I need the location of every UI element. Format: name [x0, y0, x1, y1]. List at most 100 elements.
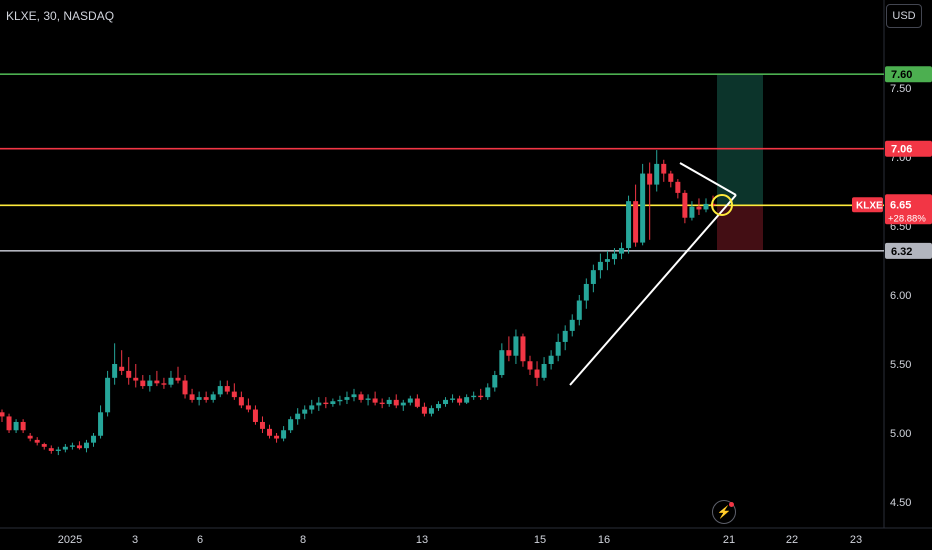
- candle-body: [119, 366, 125, 371]
- candle-body: [478, 395, 484, 398]
- y-tick-label: 5.50: [890, 359, 911, 371]
- candle-body: [428, 408, 434, 414]
- x-tick-label: 21: [723, 534, 735, 546]
- candle-body: [288, 419, 294, 431]
- candle-body: [344, 397, 350, 400]
- candle-body: [661, 163, 667, 174]
- symbol-tag-bg: [852, 197, 883, 213]
- profit-zone: [717, 74, 763, 206]
- candle-body: [435, 404, 441, 409]
- candle-body: [611, 253, 617, 260]
- y-tick-label: 4.50: [890, 497, 911, 509]
- candle-body: [386, 399, 392, 405]
- candle-body: [133, 377, 139, 381]
- falling-trendline: [679, 162, 737, 196]
- candle-body: [76, 445, 82, 449]
- candle-body: [654, 163, 660, 185]
- candle-body: [252, 409, 258, 422]
- price-tag-label: 7.60: [891, 69, 912, 81]
- x-tick-label: 13: [416, 534, 428, 546]
- candle-body: [217, 386, 223, 395]
- candle-body: [597, 261, 603, 271]
- candle-body: [421, 406, 427, 414]
- candle-body: [492, 375, 498, 388]
- candle-body: [189, 394, 195, 400]
- candle-body: [351, 394, 357, 398]
- candle-body: [675, 181, 681, 193]
- candle-body: [407, 398, 413, 403]
- candle-body: [161, 383, 167, 385]
- candle-body: [126, 370, 132, 378]
- candle-body: [224, 386, 230, 392]
- x-tick-label: 2025: [58, 534, 82, 546]
- candle-body: [245, 405, 251, 410]
- candle-body: [34, 439, 40, 443]
- y-tick-label: 6.00: [890, 290, 911, 302]
- current-price-tag-bg: [885, 194, 932, 225]
- candle-body: [619, 248, 625, 254]
- candle-body: [464, 397, 470, 403]
- candle-body: [281, 430, 287, 439]
- candle-body: [154, 380, 160, 384]
- candle-body: [105, 377, 111, 413]
- candle-body: [210, 394, 216, 400]
- candle-body: [450, 398, 456, 400]
- candle-body: [140, 380, 146, 387]
- candle-body: [703, 203, 709, 210]
- candle-body: [513, 336, 519, 356]
- candle-body: [20, 421, 26, 431]
- candle-body: [302, 409, 308, 414]
- rising-trendline: [569, 194, 737, 386]
- candle-body: [499, 350, 505, 376]
- candle-body: [91, 435, 97, 443]
- candle-body: [520, 336, 526, 362]
- x-tick-label: 16: [598, 534, 610, 546]
- candle-body: [548, 355, 554, 364]
- candle-body: [337, 399, 343, 402]
- x-tick-label: 8: [300, 534, 306, 546]
- candle-body: [576, 300, 582, 320]
- price-tag-label: 7.06: [891, 144, 912, 156]
- candle-body: [471, 395, 477, 398]
- candle-body: [13, 421, 19, 431]
- candle-body: [457, 398, 463, 403]
- price-tag-label: 6.32: [891, 246, 912, 258]
- candle-body: [330, 401, 336, 405]
- lightning-icon[interactable]: ⚡: [712, 500, 736, 524]
- candle-body: [400, 402, 406, 406]
- x-tick-label: 23: [850, 534, 862, 546]
- candle-body: [393, 399, 399, 406]
- candle-body: [583, 283, 589, 301]
- candle-body: [83, 442, 89, 449]
- candle-body: [590, 270, 596, 284]
- notification-dot: [729, 502, 734, 507]
- candle-body: [640, 173, 646, 243]
- candle-body: [633, 201, 639, 243]
- price-tag-bg: [885, 242, 932, 259]
- currency-button[interactable]: USD: [886, 4, 922, 28]
- candle-body: [682, 192, 688, 218]
- candle-body: [323, 402, 329, 405]
- candle-body: [555, 341, 561, 356]
- candle-body: [309, 405, 315, 410]
- candle-body: [238, 397, 244, 406]
- candle-body: [414, 398, 420, 407]
- candle-body: [604, 259, 610, 262]
- price-tag-bg: [885, 66, 932, 83]
- candle-body: [534, 369, 540, 378]
- symbol-title[interactable]: KLXE, 30, NASDAQ: [6, 9, 115, 23]
- candle-body: [55, 449, 61, 451]
- highlight-circle: [711, 194, 733, 216]
- symbol-tag-label: KLXE: [856, 200, 883, 211]
- x-tick-label: 6: [197, 534, 203, 546]
- candle-body: [626, 201, 632, 249]
- candle-body: [41, 444, 47, 447]
- candle-body: [295, 413, 301, 420]
- candle-body: [27, 435, 33, 439]
- candle-body: [112, 364, 118, 378]
- candle-body: [668, 173, 674, 182]
- candle-body: [274, 435, 280, 439]
- candle-body: [358, 394, 364, 400]
- x-tick-label: 15: [534, 534, 546, 546]
